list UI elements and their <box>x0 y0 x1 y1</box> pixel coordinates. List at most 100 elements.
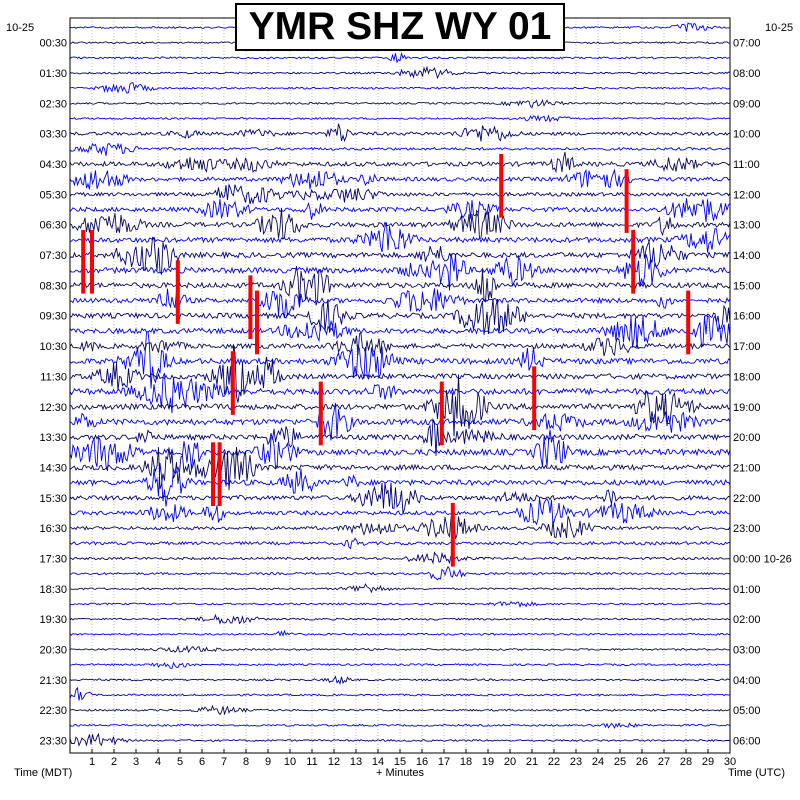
trace-row <box>69 142 731 156</box>
trace-row <box>69 168 731 190</box>
trace-row <box>69 222 731 253</box>
right-time-label: 05:00 <box>733 705 761 717</box>
x-tick-label: 6 <box>199 756 205 768</box>
x-tick-label: 22 <box>548 756 560 768</box>
clipped-event-mark <box>624 169 629 233</box>
right-time-label: 10:00 <box>733 129 761 141</box>
left-time-label: 11:30 <box>40 371 67 383</box>
left-time-label: 00:30 <box>39 38 67 50</box>
clipped-event-mark <box>686 290 691 355</box>
right-time-labels: 07:00 08:00 09:00 10:00 11:00 12:00 13:00 14:00… <box>733 38 792 748</box>
clipped-event-mark <box>255 290 259 355</box>
x-tick-label: 29 <box>702 756 714 768</box>
left-time-label: 09:30 <box>39 311 67 323</box>
right-time-label: 19:00 <box>733 402 761 414</box>
x-tick-label: 3 <box>133 756 139 768</box>
right-time-label: 00:00 10-26 <box>733 554 792 566</box>
left-time-label: 18:30 <box>39 584 67 596</box>
trace-row <box>69 151 731 174</box>
x-axis-label-left: Time (MDT) <box>14 767 73 779</box>
x-tick-label: 28 <box>680 756 692 768</box>
right-time-label: 01:00 <box>733 584 761 596</box>
trace-row <box>69 429 731 472</box>
trace-row <box>69 82 731 94</box>
x-tick-label: 14 <box>372 756 384 768</box>
x-tick-label: 11 <box>306 756 317 768</box>
date-right: 10-25 <box>765 22 794 34</box>
trace-row <box>69 315 731 350</box>
right-time-label: 21:00 <box>733 462 761 474</box>
clipped-event-mark <box>532 366 537 431</box>
clipped-events <box>81 154 691 567</box>
x-tick-label: 1 <box>89 756 95 768</box>
trace-row <box>69 51 731 64</box>
x-tick-label: 21 <box>526 756 538 768</box>
x-tick-label: 30 <box>724 756 736 768</box>
x-tick-label: 12 <box>328 756 340 768</box>
clipped-event-mark <box>439 381 444 446</box>
trace-row <box>69 374 731 437</box>
trace-row <box>69 333 731 357</box>
right-time-label: 15:00 <box>733 280 761 292</box>
clipped-event-mark <box>499 154 504 218</box>
right-time-label: 02:00 <box>733 614 761 626</box>
trace-row <box>69 114 731 123</box>
x-axis-label-center: + Minutes <box>376 767 424 779</box>
x-tick-label: 19 <box>482 756 494 768</box>
x-tick-label: 16 <box>416 756 428 768</box>
left-time-label: 06:30 <box>39 220 67 232</box>
trace-row <box>69 600 731 608</box>
trace-row <box>69 732 731 747</box>
trace-row <box>69 661 731 669</box>
trace-row <box>69 551 731 565</box>
trace-row <box>69 482 731 514</box>
trace-row <box>69 402 731 441</box>
x-tick-label: 20 <box>504 756 516 768</box>
x-tick-label: 9 <box>265 756 271 768</box>
trace-row <box>69 583 731 594</box>
right-time-label: 13:00 <box>733 220 761 232</box>
trace-row <box>69 497 731 526</box>
left-time-label: 07:30 <box>39 250 67 262</box>
trace-row <box>69 207 731 240</box>
trace-row <box>69 686 731 701</box>
clipped-event-mark <box>318 381 323 446</box>
right-time-label: 12:00 <box>733 189 761 201</box>
x-tick-label: 23 <box>570 756 582 768</box>
right-time-label: 11:00 <box>733 159 760 171</box>
trace-row <box>69 183 731 205</box>
x-tick-label: 8 <box>243 756 249 768</box>
left-time-labels: 00:30 01:30 02:30 03:30 04:30 05:30 06:30 07:30… <box>39 38 67 748</box>
x-tick-label: 5 <box>177 756 183 768</box>
x-tick-label: 2 <box>111 756 117 768</box>
clipped-event-mark <box>450 502 455 567</box>
left-time-label: 12:30 <box>39 402 67 414</box>
trace-row <box>69 372 731 414</box>
x-tick-label: 4 <box>155 756 161 768</box>
x-tick-label: 18 <box>460 756 472 768</box>
left-time-label: 17:30 <box>39 554 67 566</box>
right-time-label: 08:00 <box>733 68 761 80</box>
left-time-label: 20:30 <box>39 645 67 657</box>
trace-row <box>69 236 731 276</box>
x-tick-label: 25 <box>614 756 626 768</box>
right-time-label: 17:00 <box>733 341 761 353</box>
x-tick-label: 15 <box>394 756 406 768</box>
clipped-event-mark <box>90 229 94 294</box>
left-time-label: 21:30 <box>39 675 67 687</box>
trace-row <box>69 98 731 109</box>
left-time-label: 01:30 <box>39 68 67 80</box>
x-tick-label: 10 <box>284 756 296 768</box>
x-tick-label: 17 <box>438 756 450 768</box>
left-time-label: 16:30 <box>39 523 67 535</box>
chart-title: YMR SHZ WY 01 <box>248 5 552 48</box>
trace-row <box>69 123 731 143</box>
seismic-traces <box>69 22 731 747</box>
trace-row <box>69 644 731 654</box>
left-time-label: 10:30 <box>39 341 67 353</box>
trace-row <box>69 565 731 581</box>
trace-row <box>69 65 731 80</box>
clipped-event-mark <box>217 442 222 506</box>
trace-row <box>69 446 731 491</box>
